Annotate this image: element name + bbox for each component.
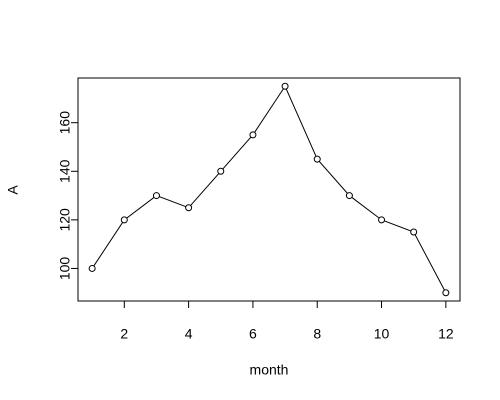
x-axis-label: month (250, 362, 289, 378)
data-line (91, 85, 447, 293)
x-tick-label: 4 (185, 326, 193, 342)
x-tick-label: 12 (438, 326, 454, 342)
data-point (378, 216, 386, 224)
data-point (217, 167, 225, 175)
y-tick-label: 120 (57, 208, 73, 232)
x-tick-label: 10 (374, 326, 390, 342)
data-point (185, 204, 193, 212)
data-point (281, 82, 289, 90)
data-point (442, 289, 450, 297)
data-point (88, 264, 96, 272)
data-point (120, 216, 128, 224)
x-tick-label: 8 (313, 326, 321, 342)
data-point (313, 155, 321, 163)
y-tick-label: 100 (57, 257, 73, 281)
data-point (410, 228, 418, 236)
data-point (152, 192, 160, 200)
plot-box (77, 77, 461, 302)
data-point (345, 192, 353, 200)
y-tick-label: 160 (57, 111, 73, 135)
x-tick-label: 6 (249, 326, 257, 342)
y-tick-label: 140 (57, 159, 73, 183)
x-tick-label: 2 (120, 326, 128, 342)
y-axis-label: A (5, 185, 21, 195)
data-point (249, 131, 257, 139)
